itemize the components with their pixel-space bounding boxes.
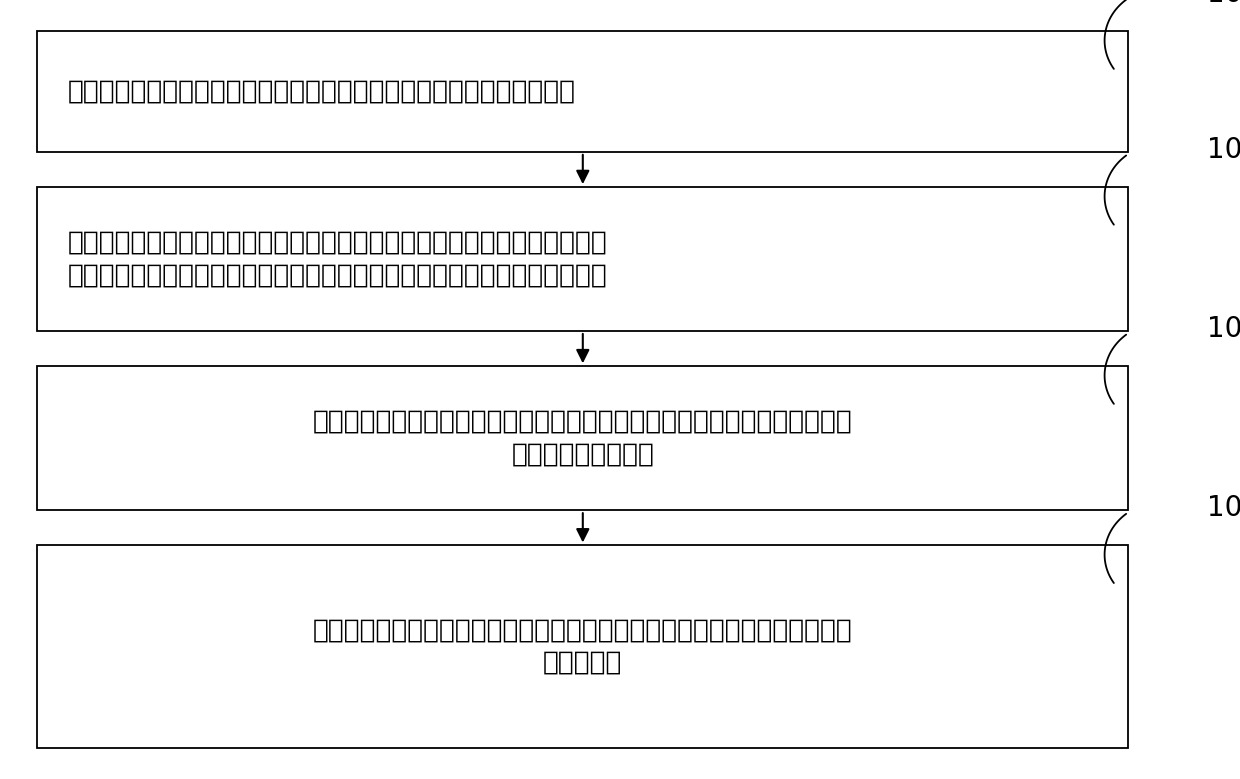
Text: 度的纳米结构单元构造位置各异的琼斯矩阵，完成三个独立面相位分布的编码: 度的纳米结构单元构造位置各异的琼斯矩阵，完成三个独立面相位分布的编码 [68, 263, 608, 288]
Text: 将所述三原色灰度图像通过预补偿算法匹配所述偏振通道中的信息，得到全彩: 将所述三原色灰度图像通过预补偿算法匹配所述偏振通道中的信息，得到全彩 [312, 617, 853, 643]
Text: 104: 104 [1207, 494, 1240, 522]
Text: 通过在介质衬底上按周期排布不同所述长轴尺寸、所述短轴尺寸和所述面内角: 通过在介质衬底上按周期排布不同所述长轴尺寸、所述短轴尺寸和所述面内角 [68, 230, 608, 256]
FancyBboxPatch shape [37, 187, 1128, 331]
Text: 101: 101 [1207, 0, 1240, 8]
Text: 个独立的偏振通道中: 个独立的偏振通道中 [511, 442, 655, 467]
Text: 获取纳米柱的长轴尺寸、短轴尺寸以及纳米柱在介质衬底表面的面内角度: 获取纳米柱的长轴尺寸、短轴尺寸以及纳米柱在介质衬底表面的面内角度 [68, 79, 577, 104]
Text: 103: 103 [1207, 315, 1240, 343]
Text: 色全息图像: 色全息图像 [543, 650, 622, 676]
Text: 将三原色灰度图像信息通过全息相位恢复算法计算得到相位分布，并耦合到三: 将三原色灰度图像信息通过全息相位恢复算法计算得到相位分布，并耦合到三 [312, 409, 853, 435]
Text: 102: 102 [1207, 136, 1240, 164]
FancyBboxPatch shape [37, 31, 1128, 152]
FancyBboxPatch shape [37, 545, 1128, 748]
FancyBboxPatch shape [37, 366, 1128, 510]
